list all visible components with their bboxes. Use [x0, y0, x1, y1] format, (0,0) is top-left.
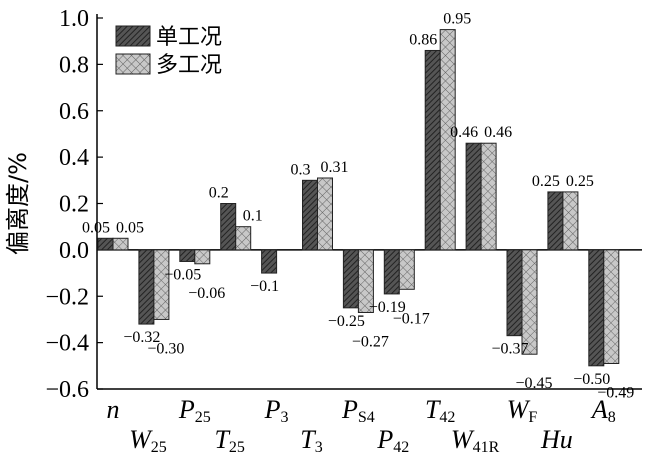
data-label: 0.86	[409, 31, 437, 48]
bar-single-4	[261, 249, 278, 274]
bar-single-2	[179, 249, 196, 262]
legend-label-1: 多工况	[156, 53, 222, 78]
bar-multi-11	[562, 191, 579, 251]
bar-single-10	[506, 249, 523, 337]
bar-multi-6	[357, 249, 374, 313]
bar-single-9	[465, 142, 482, 251]
bar-multi-0	[112, 237, 129, 251]
data-label: −0.05	[164, 266, 201, 283]
bar-single-11	[547, 191, 564, 251]
bar-multi-10	[521, 249, 538, 355]
data-label: 0.46	[450, 124, 478, 141]
legend-label-0: 单工况	[156, 25, 222, 50]
bar-multi-3	[235, 226, 252, 251]
bar-single-7	[383, 249, 400, 295]
x-tick-label: Hu	[540, 425, 573, 454]
data-label: 0.46	[484, 124, 512, 141]
bar-single-0	[97, 237, 114, 251]
legend-swatch-1	[115, 53, 151, 75]
bar-multi-8	[439, 29, 456, 251]
x-tick-label: WF	[507, 395, 538, 426]
data-label: 0.25	[532, 173, 560, 190]
data-label: 0.25	[566, 173, 594, 190]
x-tick-label: T42	[425, 395, 455, 426]
x-tick-label: PS4	[341, 395, 375, 426]
x-tick-label: P42	[376, 425, 409, 456]
x-tick-label: T3	[300, 425, 322, 456]
y-tick-label: 0.2	[59, 192, 89, 218]
y-tick-label: −0.6	[45, 377, 89, 403]
x-tick-label: W41R	[451, 425, 500, 456]
data-label: 0.3	[291, 161, 311, 178]
y-tick-label: 0.6	[59, 99, 89, 125]
data-label: −0.27	[352, 333, 389, 350]
data-label: −0.49	[597, 384, 634, 401]
data-label: −0.32	[123, 329, 160, 346]
x-tick-label: W25	[129, 425, 167, 456]
bar-single-6	[342, 249, 359, 309]
legend-swatch-0	[115, 25, 151, 47]
bar-multi-5	[317, 177, 333, 251]
y-tick-label: 0.0	[59, 238, 89, 264]
bar-multi-2	[194, 249, 211, 265]
data-label: −0.25	[328, 313, 365, 330]
data-label: 0.95	[443, 11, 471, 28]
data-label: −0.37	[491, 341, 528, 358]
x-tick-label: P25	[178, 395, 211, 426]
bars	[97, 29, 620, 367]
bar-single-5	[302, 179, 318, 251]
data-label: −0.50	[573, 371, 610, 388]
bar-single-3	[220, 203, 237, 251]
axes: −0.6 −0.4 −0.2 0.0 0.2 0.4 0.6 0.8 1.0 偏离度/% n W25 P…	[4, 6, 642, 456]
bar-multi-7	[398, 249, 415, 290]
data-label: −0.30	[147, 340, 184, 357]
bar-multi-9	[480, 142, 497, 251]
bar-multi-12	[603, 249, 620, 364]
y-axis-label: 偏离度/%	[4, 152, 32, 255]
bar-single-12	[588, 249, 605, 367]
y-tick-label: −0.2	[45, 284, 89, 310]
x-tick-label: A8	[590, 395, 616, 426]
data-label: 0.1	[243, 208, 263, 225]
bar-single-1	[138, 249, 155, 325]
data-label: −0.06	[188, 285, 225, 302]
y-tick-label: −0.4	[45, 331, 89, 357]
data-label: 0.05	[116, 219, 144, 236]
bar-multi-1	[153, 249, 170, 320]
data-label: 0.31	[321, 159, 349, 176]
bar-single-8	[424, 49, 441, 251]
x-tick-label: n	[107, 395, 120, 424]
y-tick-label: 0.4	[59, 145, 89, 171]
y-tick-label: 1.0	[59, 6, 89, 32]
data-label: 0.05	[82, 219, 110, 236]
x-tick-label: P3	[264, 395, 289, 426]
data-label: −0.19	[369, 299, 406, 316]
data-label: −0.45	[515, 375, 552, 392]
data-label: −0.1	[250, 278, 279, 295]
y-tick-label: 0.8	[59, 52, 89, 78]
data-label: 0.2	[209, 185, 229, 202]
data-label: −0.17	[393, 310, 430, 327]
x-tick-label: T25	[214, 425, 244, 456]
data-labels: 0.05 −0.32 −0.05 0.2 −0.1 0.3 −0.25−0.19 0.86 0.…	[82, 11, 634, 402]
